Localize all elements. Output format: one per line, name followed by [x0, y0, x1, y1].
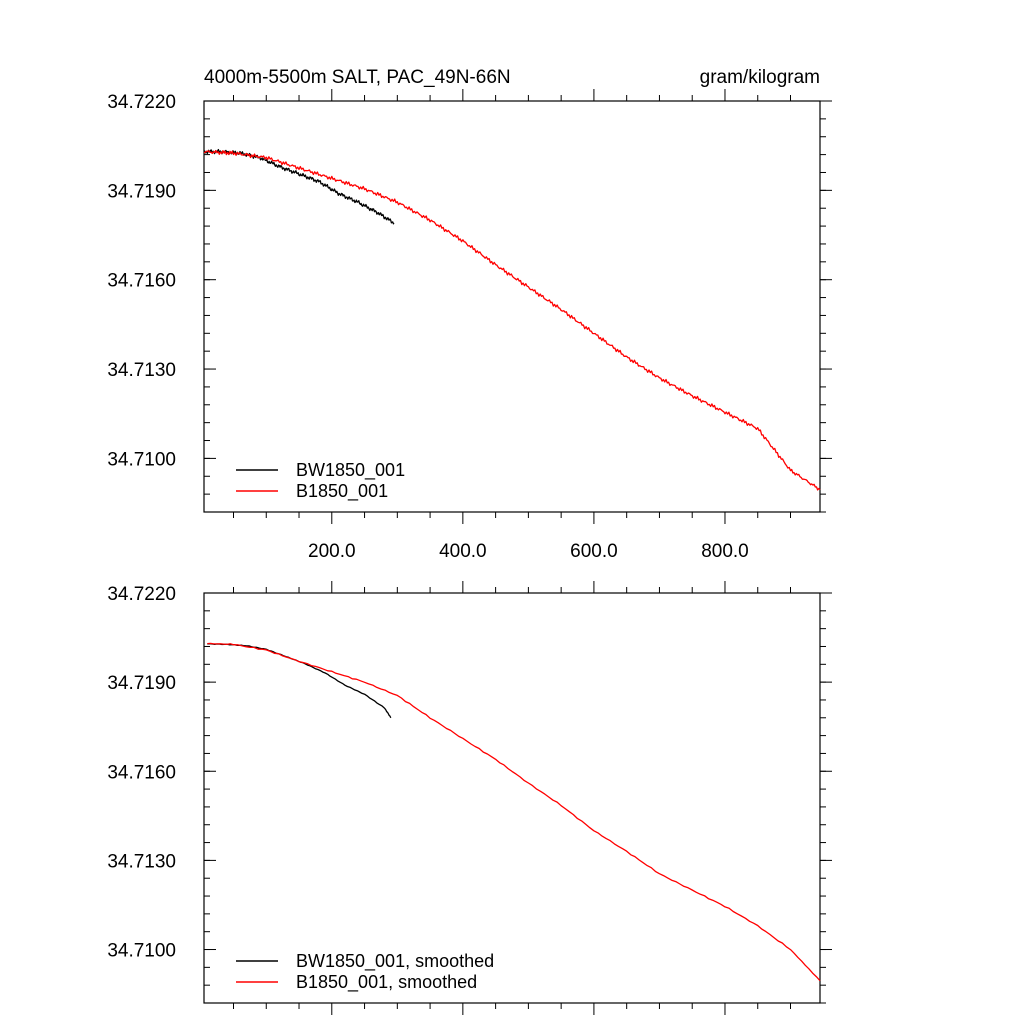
y-tick-label: 34.7220 [107, 584, 176, 605]
y-tick-label: 34.7100 [107, 449, 176, 470]
series-line-0 [207, 643, 392, 719]
y-tick-label: 34.7190 [107, 181, 176, 202]
plot-frame [203, 592, 821, 1004]
series-line-1 [203, 149, 821, 491]
y-tick-label: 34.7160 [107, 271, 176, 292]
plot-frame [203, 100, 821, 513]
x-tick-label: 400.0 [439, 541, 487, 562]
figure-title: 4000m-5500m SALT, PAC_49N-66N [204, 67, 511, 88]
y-tick-label: 34.7220 [107, 92, 176, 113]
figure-units: gram/kilogram [700, 67, 820, 88]
y-tick-label: 34.7190 [107, 673, 176, 694]
legend-label: BW1850_001 [296, 460, 405, 481]
series-line-0 [203, 148, 395, 225]
top-panel: 34.7220 34.7190 34.7160 34.7130 34.7100 200.0… [107, 89, 832, 562]
legend-label: B1850_001, smoothed [296, 972, 477, 993]
legend-label: BW1850_001, smoothed [296, 951, 494, 972]
x-tick-label: 200.0 [308, 541, 356, 562]
series-line-1 [207, 642, 821, 982]
bottom-panel: 34.7220 34.7190 34.7160 34.7130 34.7100 BW185… [107, 581, 832, 1015]
y-tick-label: 34.7130 [107, 851, 176, 872]
y-tick-label: 34.7160 [107, 762, 176, 783]
x-tick-label: 800.0 [701, 541, 749, 562]
x-tick-label: 600.0 [570, 541, 618, 562]
legend-label: B1850_001 [296, 481, 388, 502]
y-tick-label: 34.7100 [107, 941, 176, 962]
y-tick-label: 34.7130 [107, 360, 176, 381]
